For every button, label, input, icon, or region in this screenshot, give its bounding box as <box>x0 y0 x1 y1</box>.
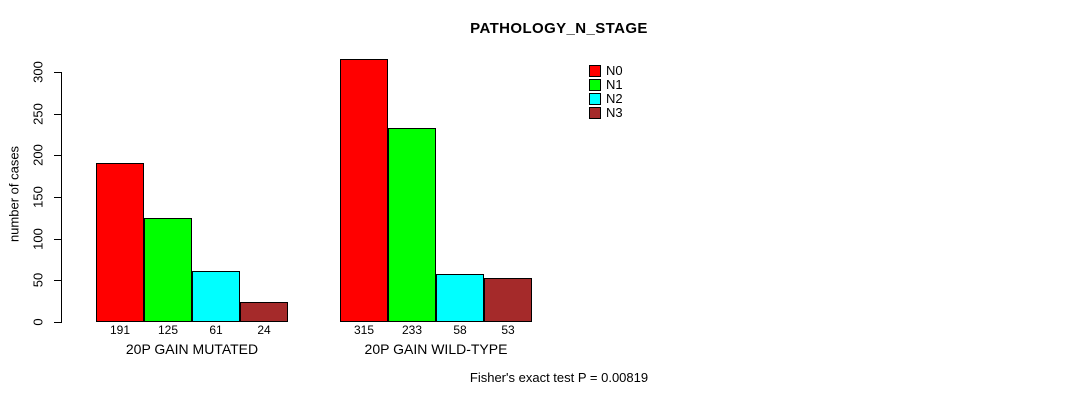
bar-value-label: 53 <box>501 323 515 337</box>
y-axis-tick <box>54 239 61 240</box>
fisher-test-annotation: Fisher's exact test P = 0.00819 <box>469 370 649 385</box>
bar-n1-group1 <box>144 218 192 322</box>
bar-value-label: 191 <box>109 323 131 337</box>
bar-value-label: 61 <box>209 323 223 337</box>
category-label: 20P GAIN WILD-TYPE <box>364 341 508 357</box>
y-tick-label-text: 50 <box>30 272 46 288</box>
legend-item-n1: N1 <box>589 78 623 92</box>
bar-n0-group1 <box>96 163 144 322</box>
y-tick-label-text: 250 <box>30 103 46 125</box>
y-tick-label-text: 100 <box>30 228 46 250</box>
y-axis-title-text: number of cases <box>6 145 22 243</box>
bar-n3-group1 <box>240 302 288 322</box>
y-axis-tick <box>54 114 61 115</box>
legend-item-n0: N0 <box>589 64 623 78</box>
legend: N0 N1 N2 N3 <box>589 64 623 120</box>
legend-color-swatch <box>589 93 601 105</box>
y-axis-tick <box>54 72 61 73</box>
legend-label: N0 <box>606 63 623 78</box>
y-tick-label-text: 200 <box>30 144 46 166</box>
legend-item-n3: N3 <box>589 106 623 120</box>
legend-color-swatch <box>589 107 601 119</box>
y-tick-label-text: 150 <box>30 186 46 208</box>
legend-label: N2 <box>606 91 623 106</box>
legend-color-swatch <box>589 79 601 91</box>
bar-n2-group1 <box>192 271 240 322</box>
y-axis-tick <box>54 155 61 156</box>
y-tick-label-text: 300 <box>30 61 46 83</box>
bar-n2-group2 <box>436 274 484 322</box>
bar-n0-group2 <box>340 59 388 322</box>
bar-value-label: 125 <box>157 323 179 337</box>
bar-value-label: 58 <box>453 323 467 337</box>
bar-value-label: 315 <box>353 323 375 337</box>
legend-label: N1 <box>606 77 623 92</box>
y-axis-tick <box>54 280 61 281</box>
chart-title: PATHOLOGY_N_STAGE <box>470 20 648 37</box>
y-axis-line <box>61 72 62 323</box>
legend-color-swatch <box>589 65 601 77</box>
bar-n3-group2 <box>484 278 532 322</box>
bar-value-label: 233 <box>401 323 423 337</box>
legend-label: N3 <box>606 105 623 120</box>
legend-item-n2: N2 <box>589 92 623 106</box>
bar-n1-group2 <box>388 128 436 322</box>
y-axis-tick <box>54 322 61 323</box>
y-axis-tick <box>54 197 61 198</box>
bar-value-label: 24 <box>257 323 271 337</box>
category-label: 20P GAIN MUTATED <box>125 341 259 357</box>
y-tick-label-text: 0 <box>30 318 46 326</box>
